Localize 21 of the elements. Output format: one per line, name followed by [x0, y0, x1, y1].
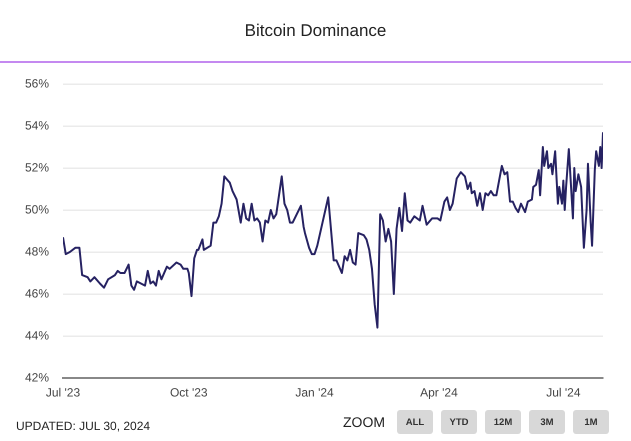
text: ZOOM [343, 414, 385, 430]
y-tick-label: 42% [24, 370, 50, 384]
y-tick-label: 50% [24, 202, 50, 216]
y-tick-label: 56% [24, 76, 50, 90]
text: UPDATED: JUL 30, 2024 [16, 419, 150, 433]
y-tick-label: 54% [24, 118, 50, 132]
text: 1M [573, 410, 609, 434]
x-tick-label: Apr '24 [420, 386, 458, 400]
y-tick-label: 46% [24, 286, 50, 300]
chart-title: Bitcoin Dominance [244, 21, 388, 41]
y-tick-label: 52% [24, 160, 50, 174]
text: 12M [485, 410, 521, 434]
text: YTD [441, 410, 477, 434]
x-tick-label: Jul '23 [46, 386, 80, 400]
text: ALL [397, 410, 433, 434]
y-tick-label: 44% [24, 328, 50, 342]
x-tick-label: Jan '24 [295, 386, 334, 400]
y-tick-label: 48% [24, 244, 50, 258]
text: 3M [529, 410, 565, 434]
x-tick-label: Jul '24 [546, 386, 581, 400]
x-tick-label: Oct '23 [170, 386, 208, 400]
